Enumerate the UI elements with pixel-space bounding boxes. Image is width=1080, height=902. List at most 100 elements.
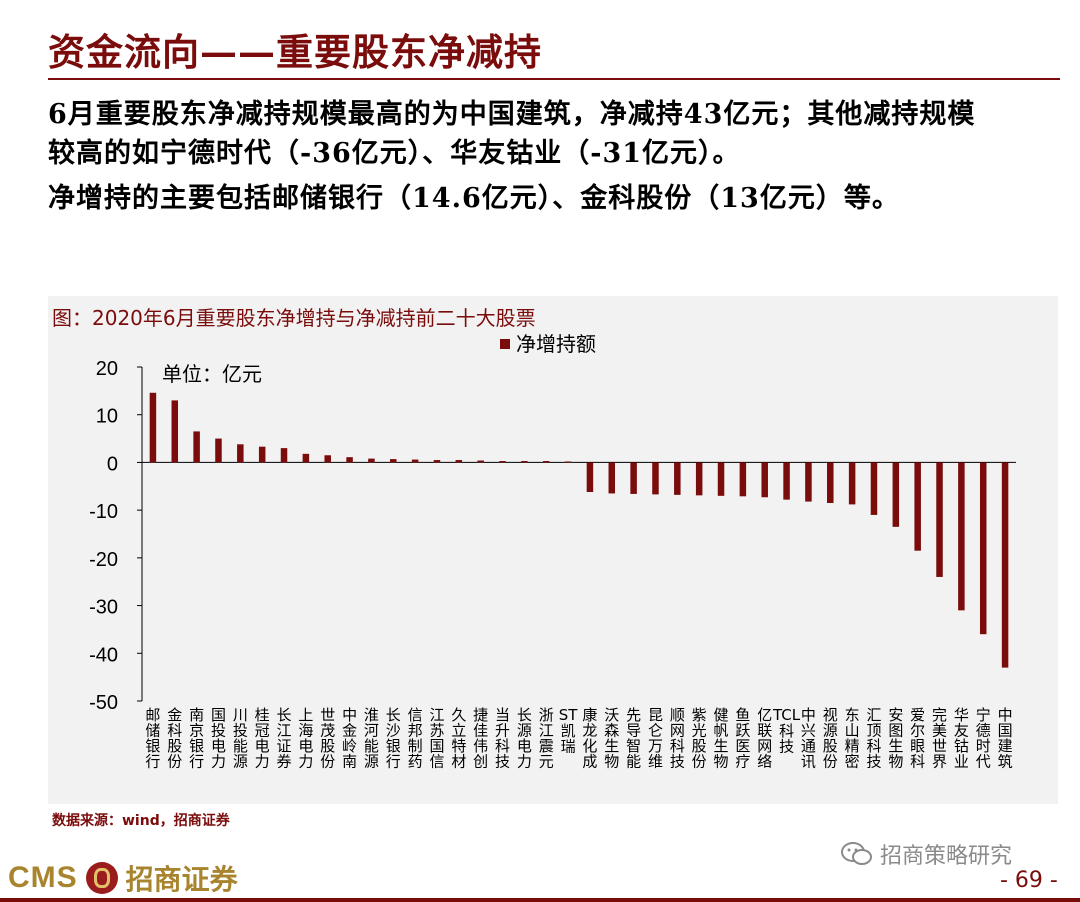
x-tick-label: ST 凯瑞 [559, 706, 579, 756]
bar-10 [346, 457, 353, 463]
x-tick-label: 鱼跃医疗 [735, 706, 750, 771]
unit-label: 单位：亿元 [162, 362, 262, 386]
summary-line-1: 6月重要股东净减持规模最高的为中国建筑，净减持43亿元；其他减持规模 [48, 99, 976, 130]
y-tick-label: 10 [96, 406, 118, 428]
y-tick-label: -50 [89, 692, 118, 714]
x-tick-label: 顺网科技 [670, 706, 685, 771]
x-tick-label: 紫光股份 [692, 706, 707, 771]
x-tick-label: 川投能源 [233, 706, 248, 771]
bar-35 [892, 462, 900, 527]
brand-name: 招商证券 [125, 863, 238, 896]
bar-12 [390, 459, 397, 463]
x-tick-label: 中国建筑 [998, 706, 1013, 771]
bar-17 [499, 460, 506, 463]
x-tick-label: 浙江震元 [539, 706, 554, 771]
bar-40 [1001, 462, 1009, 668]
x-tick-label: 宁德时代 [976, 706, 991, 771]
x-tick-label: 健帆生物 [714, 706, 729, 771]
bar-25 [674, 462, 681, 495]
x-tick-label: 先导智能 [626, 706, 641, 771]
page-number: - 69 - [1000, 868, 1058, 893]
wechat-icon [841, 842, 872, 865]
watermark: 招商策略研究 [840, 838, 1012, 870]
bar-20 [564, 461, 572, 463]
x-tick-label: 金科股份 [167, 706, 182, 771]
bar-11 [368, 458, 375, 463]
chart-title: 图：2020年6月重要股东净增持与净减持前二十大股票 [52, 306, 536, 330]
legend-label: 净增持额 [516, 332, 596, 356]
footer-divider [0, 898, 1080, 902]
bar-31 [805, 462, 812, 502]
bar-14 [433, 460, 441, 463]
bar-24 [652, 462, 659, 495]
bar-26 [695, 462, 703, 496]
bar-30 [783, 462, 790, 500]
summary-line-2: 较高的如宁德时代（-36亿元）、华友钴业（-31亿元）。 [48, 138, 741, 169]
x-tick-label: 世茂股份 [320, 706, 335, 771]
bar-9 [324, 455, 331, 463]
y-tick-label: -40 [89, 644, 118, 666]
bar-13 [411, 459, 419, 463]
bar-38 [958, 462, 965, 611]
bar-39 [979, 462, 987, 635]
bar-7 [280, 448, 288, 463]
y-tick-label: 20 [96, 358, 118, 380]
bar-21 [586, 462, 594, 493]
watermark-text: 招商策略研究 [880, 844, 1013, 869]
x-tick-label: 昆仑万维 [648, 706, 663, 771]
y-tick-label: -10 [89, 501, 118, 523]
bar-6 [258, 446, 266, 463]
x-tick-label: 长源电力 [517, 706, 532, 771]
chart-panel [48, 296, 1058, 804]
bar-34 [870, 462, 878, 515]
bar-36 [914, 462, 921, 551]
x-tick-label: 中兴通讯 [801, 706, 816, 771]
x-tick-label: 完美世界 [932, 706, 947, 771]
x-tick-label: 中金岭南 [342, 706, 357, 771]
bar-23 [630, 462, 637, 494]
x-tick-label: 南京银行 [189, 706, 204, 771]
x-tick-label: 江苏国信 [429, 706, 444, 771]
data-source: 数据来源：wind，招商证券 [52, 813, 230, 829]
x-tick-label: 当升科技 [495, 706, 510, 771]
x-tick-label: 邮储银行 [145, 706, 160, 771]
x-tick-label: 长沙银行 [386, 706, 401, 771]
bar-1 [149, 392, 157, 463]
x-tick-label: 信邦制药 [408, 706, 423, 771]
x-tick-label: 桂冠电力 [255, 706, 270, 771]
x-tick-label: 安图生物 [888, 706, 903, 771]
x-tick-label: 东山精密 [845, 706, 860, 771]
brand-cms: CMS [8, 861, 78, 894]
bar-18 [521, 460, 528, 463]
bar-5 [237, 444, 244, 463]
brand: CMS 招商证券 [8, 860, 238, 896]
x-tick-label: 久立特材 [451, 706, 466, 771]
y-tick-label: 0 [107, 453, 118, 475]
y-tick-label: -20 [89, 549, 118, 571]
y-tick-label: -30 [89, 597, 118, 619]
x-tick-label: 沃森生物 [604, 706, 619, 771]
bar-2 [171, 400, 179, 463]
x-tick-label: 爱尔眼科 [910, 706, 925, 771]
bar-28 [739, 462, 747, 497]
bar-37 [936, 462, 943, 577]
bar-15 [455, 460, 463, 463]
bar-4 [215, 438, 222, 463]
bar-27 [717, 462, 725, 496]
x-tick-label: 华友钴业 [954, 706, 969, 771]
x-tick-label: 汇顶科技 [866, 706, 881, 771]
bar-33 [848, 462, 856, 505]
title-divider [48, 78, 1060, 80]
bar-8 [302, 453, 310, 463]
x-tick-label: 视源股份 [823, 706, 838, 771]
bar-3 [193, 431, 200, 463]
bar-32 [827, 462, 834, 503]
bar-29 [761, 462, 768, 498]
bar-22 [608, 462, 616, 494]
cms-logo-icon [85, 862, 118, 894]
legend-swatch [500, 339, 510, 349]
page-title: 资金流向——重要股东净减持 [48, 30, 542, 74]
x-tick-label: 捷佳伟创 [473, 706, 488, 771]
x-tick-label: 国投电力 [211, 706, 226, 771]
